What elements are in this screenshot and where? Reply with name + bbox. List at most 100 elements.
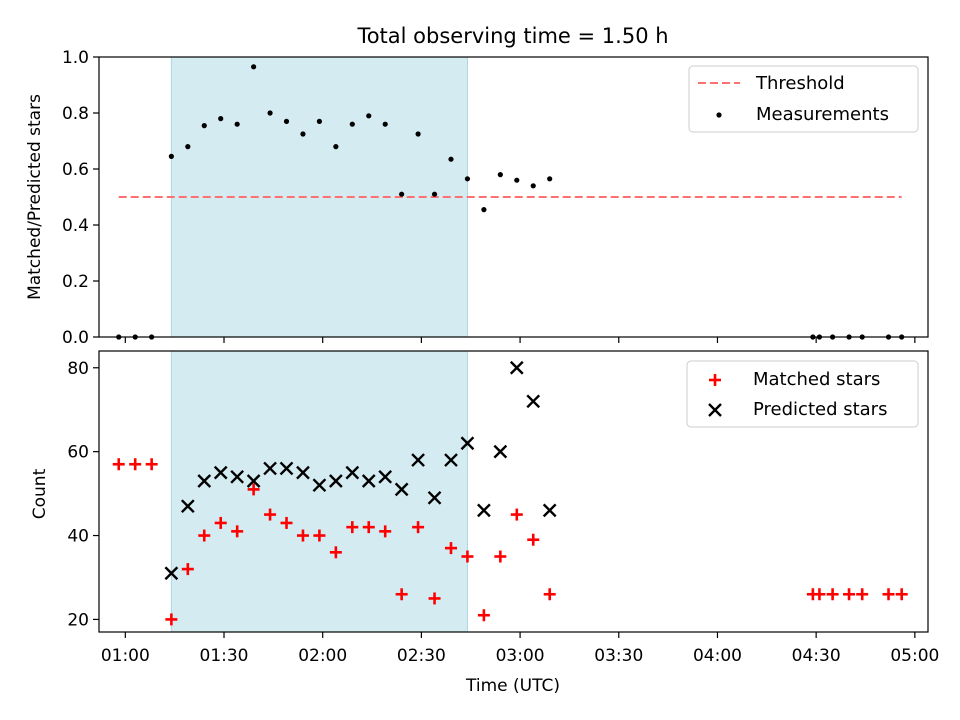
predicted-star-point (213, 465, 228, 480)
predicted-star-point (361, 474, 376, 488)
matched-star-point (198, 529, 211, 542)
top-legend-box (688, 65, 919, 133)
predicted-star-point (246, 474, 261, 488)
bottom-legend-box (686, 360, 919, 428)
predicted-star-point (444, 453, 458, 467)
predicted-star-point (526, 394, 541, 409)
matched-star-point (477, 609, 490, 622)
x-tick-label: 02:30 (397, 646, 446, 666)
measurement-point (333, 144, 339, 150)
matched-star-point (346, 521, 359, 534)
predicted-star-point (279, 461, 294, 476)
bottom-legend: Matched stars Predicted stars (686, 360, 919, 428)
y-tick-label: 0.4 (62, 216, 89, 236)
measurement-point (481, 207, 487, 213)
matched-star-point (856, 588, 869, 601)
measurement-point (448, 156, 454, 162)
matched-star-point (813, 588, 826, 601)
predicted-star-point (180, 499, 195, 514)
matched-star-point (494, 550, 507, 563)
bottom-plot-frame (98, 350, 929, 633)
x-tick-label: 04:00 (693, 646, 742, 666)
measurement-point (530, 183, 536, 189)
measurement-point (464, 176, 471, 182)
matched-star-point (395, 588, 408, 601)
matched-star-point (329, 546, 342, 559)
predicted-star-point (329, 474, 343, 488)
x-tick-label: 02:00 (298, 646, 347, 666)
measurement-point (316, 118, 323, 124)
measurement-point (300, 131, 306, 137)
matched-star-point (826, 588, 839, 601)
measurement-point (185, 144, 191, 150)
matched-star-point (882, 588, 895, 601)
predicted-star-point (542, 503, 557, 518)
predicted-star-point (394, 482, 409, 497)
legend-measurements-label: Measurements (756, 104, 889, 125)
predicted-star-point (411, 453, 425, 467)
matched-star-point (112, 458, 125, 471)
y-tick-label: 0.2 (62, 272, 89, 292)
bottom-shaded-interval (170, 350, 468, 633)
matched-star-point (214, 516, 227, 529)
y-tick-label: 0.8 (62, 104, 89, 124)
predicted-star-point (477, 503, 491, 518)
predicted-star-point (427, 490, 442, 505)
measurement-point (431, 191, 438, 197)
predicted-star-point (230, 469, 245, 484)
y-tick-label: 1.0 (62, 48, 89, 68)
matched-star-point (231, 525, 244, 538)
matched-star-point (843, 588, 856, 601)
measurement-point (201, 123, 207, 129)
matched-star-point (510, 508, 523, 521)
matched-star-point (543, 588, 556, 601)
predicted-star-point (164, 566, 179, 581)
measurement-point (267, 110, 273, 116)
x-tick-label: 01:30 (200, 646, 249, 666)
matched-star-point (379, 525, 392, 538)
matched-star-point (428, 592, 441, 605)
top-y-axis-label: Matched/Predicted stars (25, 94, 45, 300)
legend-x-mark (708, 403, 722, 417)
matched-star-point (444, 542, 457, 555)
predicted-star-point (493, 444, 508, 459)
measurement-point (168, 153, 174, 159)
predicted-star-point (197, 474, 212, 488)
legend-measurements-swatch (716, 112, 722, 118)
matched-star-point (129, 458, 142, 471)
chart-title: Total observing time = 1.50 h (356, 24, 668, 48)
measurement-point (251, 64, 257, 70)
matched-star-point (895, 588, 908, 601)
legend-predicted-swatch (708, 403, 722, 417)
matched-star-point (296, 529, 309, 542)
bottom-panel: 20 40 60 80 01:00 01:30 02:00 02:30 03:00 03:30 04… (30, 350, 939, 666)
matched-star-point (313, 529, 326, 542)
matched-star-point (264, 508, 277, 521)
predicted-star-point (263, 461, 277, 476)
measurement-point (366, 113, 372, 119)
measurement-point (234, 121, 240, 127)
y-tick-label: 0.0 (62, 328, 89, 348)
measurement-point (497, 172, 503, 178)
matched-star-point (165, 613, 178, 626)
x-tick-label: 03:30 (594, 646, 643, 666)
y-tick-label: 20 (67, 610, 89, 630)
predicted-star-point (460, 436, 475, 451)
legend-threshold-label: Threshold (755, 73, 845, 94)
x-tick-label: 05:00 (890, 646, 939, 666)
y-tick-label: 40 (67, 527, 89, 547)
matched-star-point (527, 533, 540, 546)
measurement-point (547, 176, 553, 182)
matched-star-point (247, 483, 260, 496)
bottom-y-axis-label: Count (30, 468, 50, 519)
y-tick-label: 60 (67, 443, 89, 463)
matched-star-point (461, 550, 474, 563)
x-tick-label: 03:00 (496, 646, 545, 666)
top-plot-frame (98, 56, 929, 338)
measurement-point (399, 191, 405, 197)
matched-star-point (412, 521, 425, 534)
y-tick-label: 80 (67, 359, 89, 379)
x-tick-label: 01:00 (101, 646, 150, 666)
predicted-star-point (312, 478, 327, 493)
